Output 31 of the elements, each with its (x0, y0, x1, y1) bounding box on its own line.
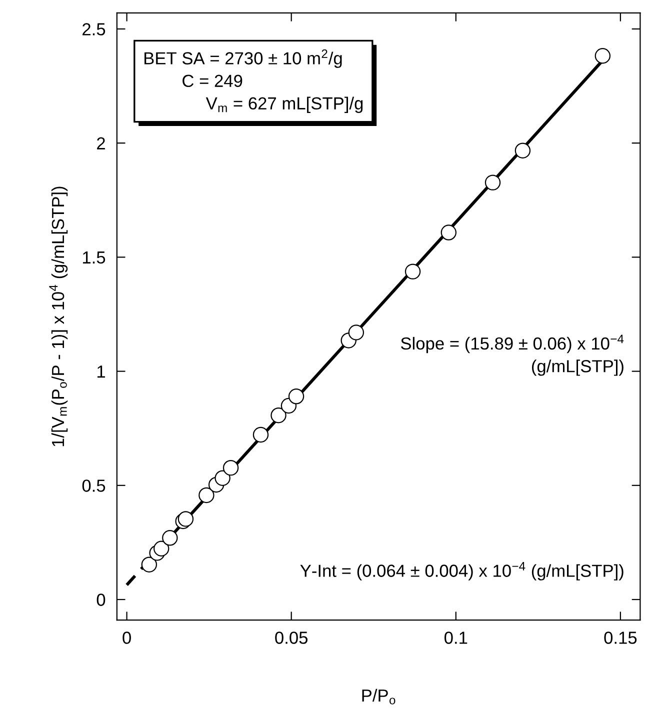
point (222, 460, 239, 476)
text: BET SA = 2730 ± 10 m$^{2}$/g C = 249 V$_{m}$ = 627 mL[STP]/g (144, 49, 363, 113)
x-tick-label: 0.15 (604, 632, 637, 644)
point (404, 264, 421, 280)
point (514, 142, 531, 158)
point (440, 224, 456, 240)
x-tick-label: 0.05 (275, 632, 308, 644)
point (270, 407, 286, 424)
y-tick-label: 1 (97, 366, 105, 378)
text: Slope = (15.89 ± 0.06) x 10$^{−4}$ (g/mL[STP]) (400, 334, 624, 376)
y-tick-label: 1.5 (83, 252, 106, 264)
x-tick-label: 0.1 (444, 632, 468, 644)
point (252, 426, 269, 443)
point (198, 487, 214, 504)
point (162, 530, 178, 546)
point (594, 48, 611, 64)
point (348, 324, 364, 340)
y-tick-label: 2.5 (82, 23, 106, 36)
point (141, 556, 158, 572)
point (178, 511, 194, 527)
point (154, 540, 170, 556)
point (214, 470, 230, 486)
y-axis-title: 1/[V$_{m}$(P$_{o}$/P - 1)] x 10$^{4}$ (g/mL[STP]) (49, 186, 68, 446)
y-tick-label: 0.5 (82, 480, 106, 492)
x-axis-title: P/P$_{o}$ (362, 688, 396, 704)
point (288, 388, 304, 404)
y-tick-label: 0 (96, 594, 106, 606)
x-tick-label: 0 (122, 632, 131, 644)
y-tick-label: 2 (97, 137, 105, 150)
annotation: Y-Int = (0.064 ± 0.004) x 10$^{−4}$ (g/mL[STP]) (300, 562, 624, 580)
point (484, 174, 501, 190)
